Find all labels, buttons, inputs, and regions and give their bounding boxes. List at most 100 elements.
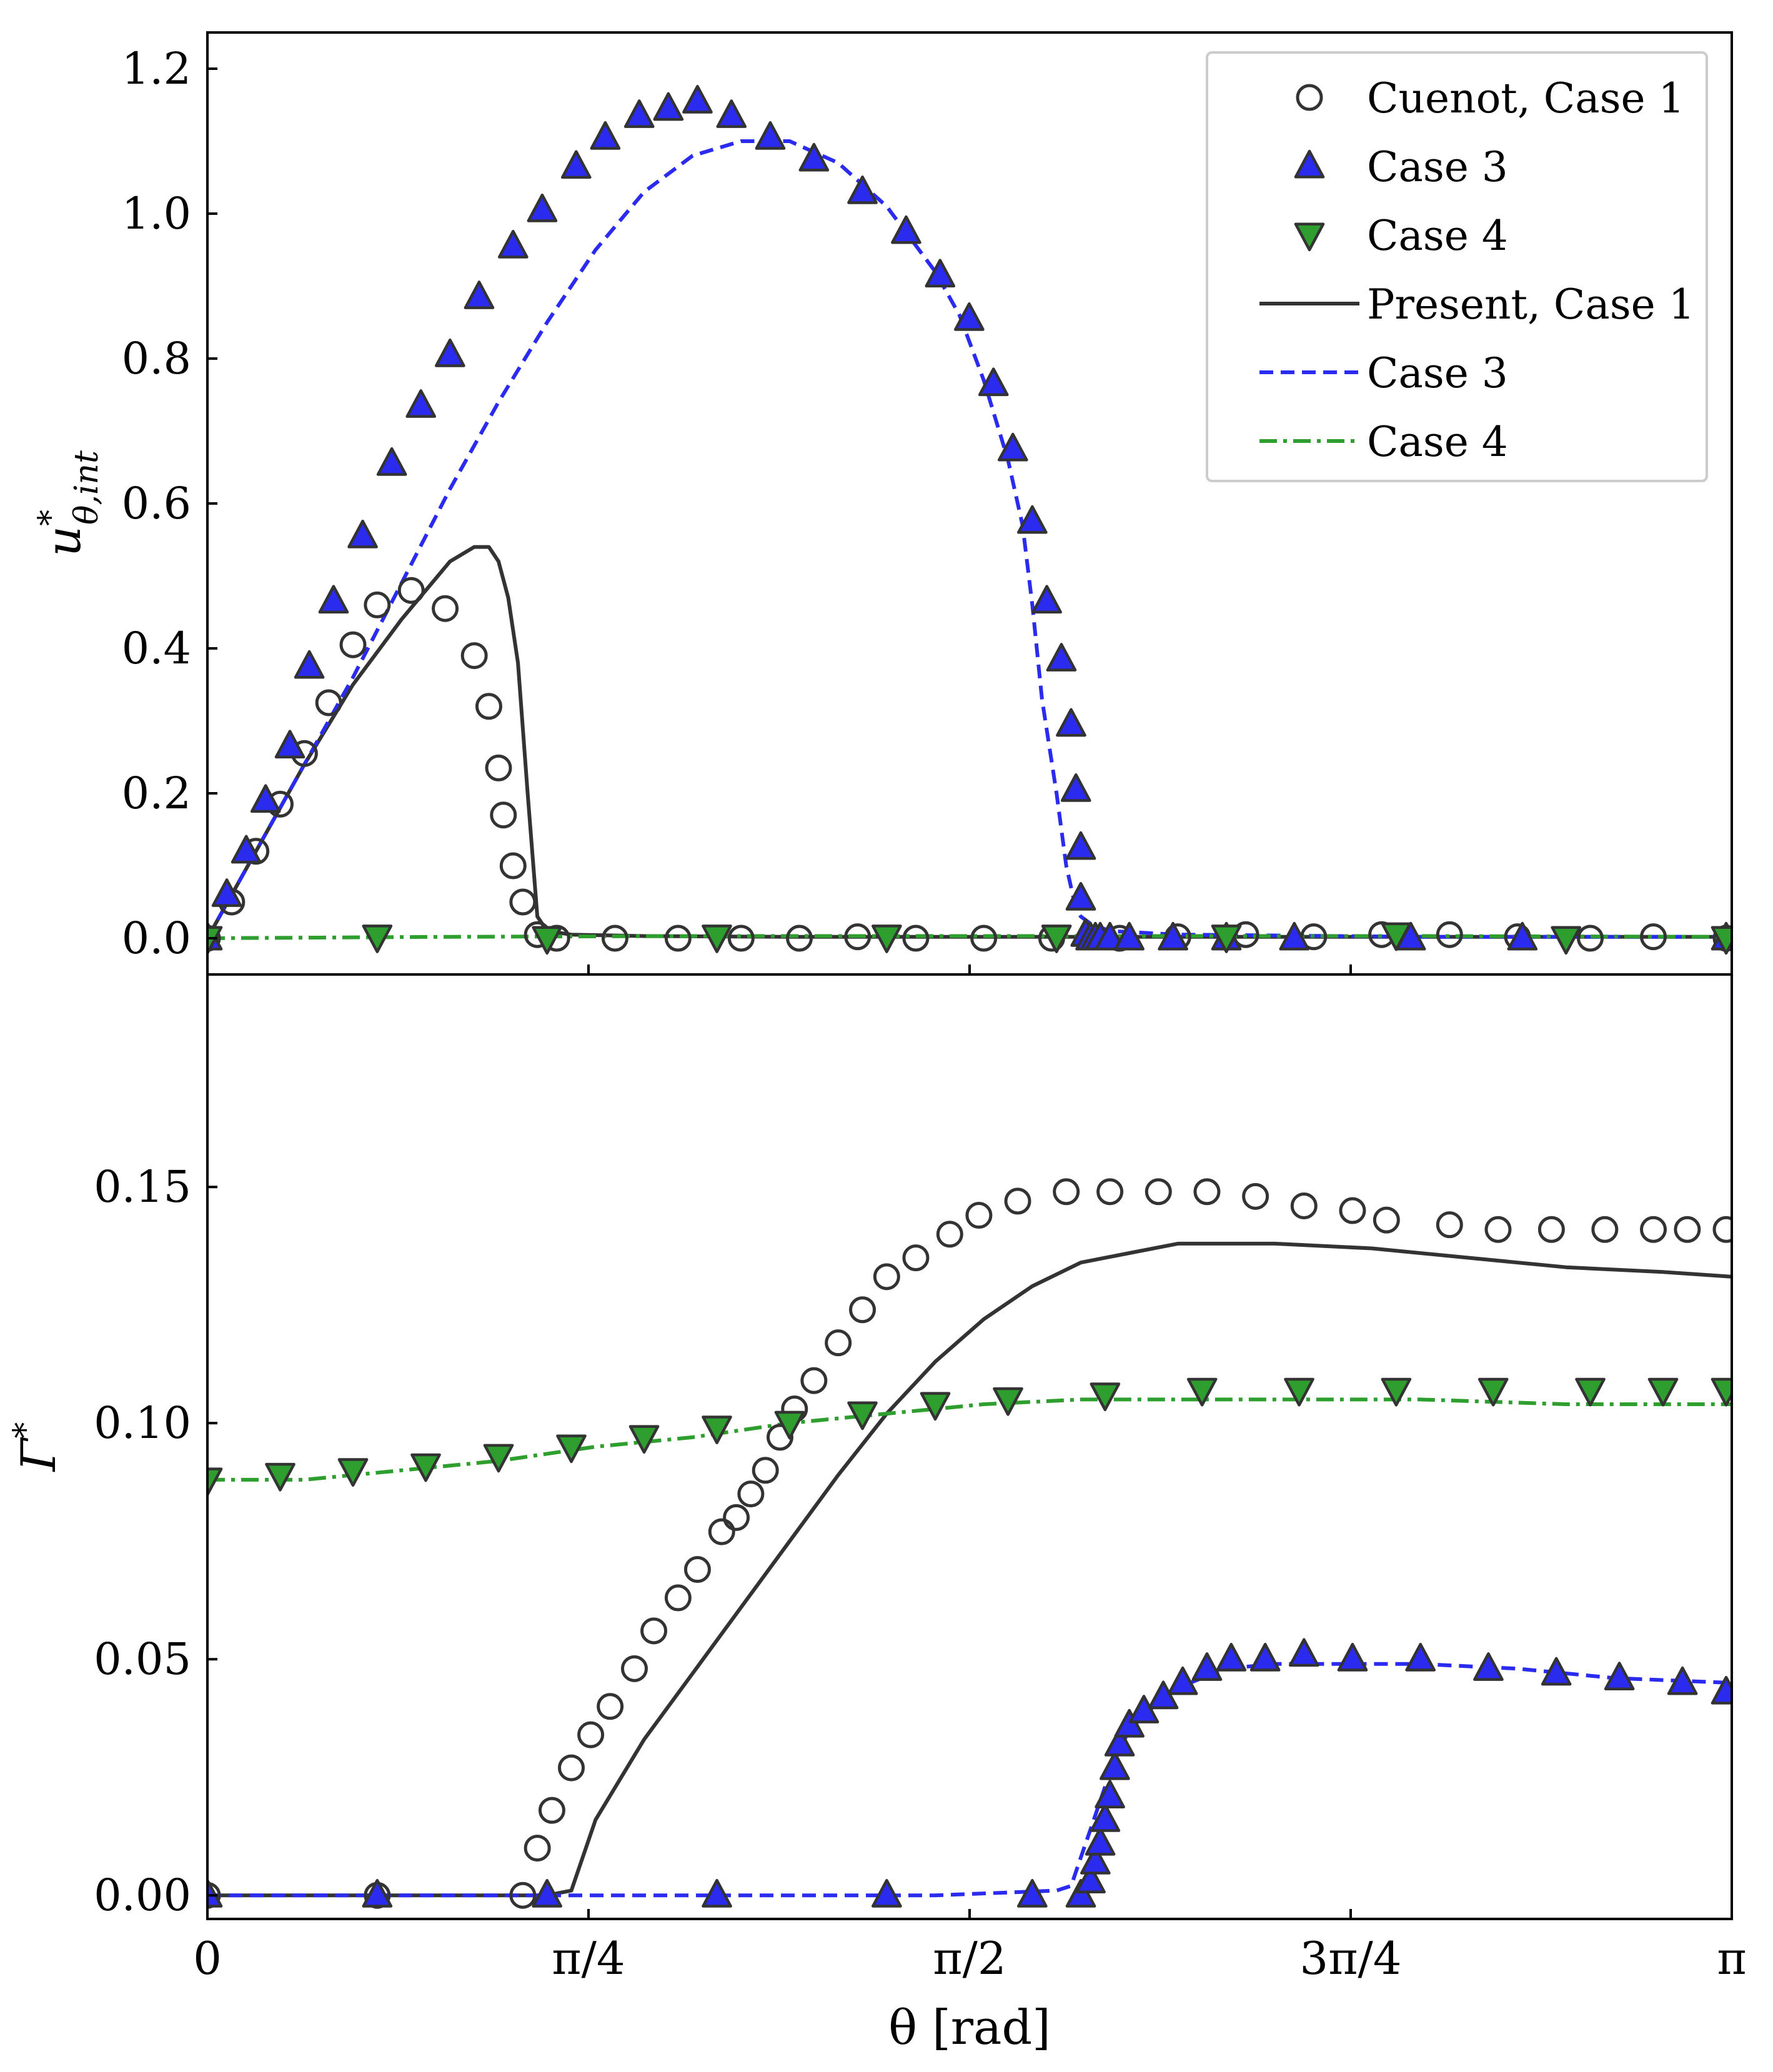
marker-triangle-up: [1507, 921, 1538, 951]
marker-circle: [1537, 1216, 1565, 1243]
marker-circle: [538, 1797, 565, 1824]
marker-triangle-up: [872, 1878, 902, 1908]
marker-triangle-up: [1031, 585, 1062, 614]
marker-circle: [1193, 1178, 1221, 1206]
marker-triangle-up: [527, 193, 558, 222]
marker-circle: [1639, 1216, 1667, 1243]
marker-circle: [577, 1721, 605, 1748]
marker-triangle-up: [997, 432, 1028, 462]
marker-triangle-up: [978, 367, 1009, 397]
marker-triangle-down: [1041, 924, 1072, 953]
marker-circle: [1712, 1216, 1732, 1243]
y-tick-label: 0.15: [94, 1161, 191, 1212]
marker-triangle-up: [1075, 1865, 1106, 1894]
marker-circle: [620, 1655, 648, 1682]
x-tick-label: π: [1717, 1932, 1746, 1985]
marker-triangle-up: [274, 730, 305, 759]
marker-triangle-down: [1284, 1377, 1314, 1407]
marker-circle: [460, 642, 488, 670]
marker-triangle-up: [891, 215, 921, 244]
marker-circle: [965, 1202, 993, 1229]
marker-circle: [844, 923, 872, 951]
marker-triangle-up: [1060, 773, 1091, 802]
y-axis-label: u*θ,int: [32, 450, 106, 557]
marker-triangle-up: [1046, 643, 1077, 672]
marker-triangle-up: [716, 99, 747, 128]
legend-label: Cuenot, Case 1: [1367, 74, 1685, 122]
marker-triangle-up: [1405, 1642, 1436, 1672]
marker-triangle-up: [590, 121, 621, 150]
marker-circle: [432, 595, 459, 622]
marker-triangle-down: [483, 1444, 514, 1473]
marker-triangle-down: [872, 924, 902, 953]
legend-label: Case 4: [1367, 418, 1508, 466]
series-markers-triangle-down: [207, 1377, 1732, 1497]
marker-circle: [485, 754, 512, 781]
y-tick-label: 0.4: [122, 623, 191, 674]
marker-circle: [601, 924, 628, 952]
marker-circle: [509, 888, 537, 916]
marker-circle: [1096, 1178, 1124, 1206]
x-tick-label: 0: [193, 1932, 222, 1985]
y-axis-label: Γ*: [7, 1422, 66, 1473]
marker-triangle-up: [1473, 1652, 1504, 1681]
marker-triangle-up: [532, 1878, 563, 1908]
marker-circle: [766, 1424, 793, 1451]
marker-triangle-up: [702, 1878, 732, 1908]
legend-marker-triangle-up: [1294, 149, 1325, 179]
marker-triangle-up: [954, 302, 985, 331]
marker-circle: [723, 1504, 750, 1531]
marker-triangle-down: [1711, 926, 1732, 955]
y-tick-label: 0.8: [122, 333, 191, 384]
marker-triangle-up: [376, 447, 407, 476]
marker-triangle-up: [405, 389, 437, 418]
marker-triangle-up: [497, 229, 529, 259]
marker-triangle-down: [1090, 1382, 1121, 1412]
y-tick-label: 0.0: [122, 913, 191, 964]
marker-triangle-down: [265, 1462, 296, 1492]
marker-triangle-down: [1478, 1377, 1509, 1407]
marker-circle: [902, 924, 930, 952]
series-line-dashed: [207, 139, 1731, 939]
marker-circle: [1639, 923, 1667, 951]
marker-triangle-down: [1381, 1377, 1412, 1407]
marker-triangle-up: [1711, 1675, 1732, 1705]
marker-triangle-up: [362, 1878, 393, 1908]
marker-circle: [397, 577, 425, 604]
marker-triangle-up: [755, 121, 786, 150]
marker-circle: [1339, 1197, 1366, 1224]
series-markers-triangle-down: [207, 922, 1732, 955]
marker-circle: [1436, 1211, 1463, 1239]
marker-triangle-up: [435, 338, 465, 367]
y-axis-label-sub: θ,int: [68, 450, 106, 525]
marker-circle: [558, 1754, 585, 1782]
marker-circle: [1484, 1216, 1512, 1243]
marker-circle: [786, 924, 813, 952]
y-tick-label: 0.10: [94, 1397, 191, 1449]
legend-label: Case 4: [1367, 212, 1508, 260]
legend-marker-triangle-down: [1294, 222, 1325, 252]
marker-circle: [524, 1835, 551, 1862]
marker-circle: [1053, 1178, 1080, 1206]
x-axis-label: θ [rad]: [888, 2000, 1051, 2055]
y-tick-label: 0.05: [94, 1633, 191, 1685]
marker-triangle-up: [1085, 1827, 1116, 1856]
marker-circle: [825, 1329, 852, 1357]
legend-label: Case 3: [1367, 143, 1508, 191]
marker-triangle-down: [1551, 926, 1582, 955]
marker-triangle-up: [231, 835, 262, 864]
marker-circle: [1436, 921, 1463, 948]
x-tick-label: π/4: [552, 1932, 625, 1985]
marker-circle: [1373, 1206, 1400, 1234]
marker-circle: [1145, 1178, 1172, 1206]
marker-triangle-down: [410, 1453, 441, 1482]
marker-triangle-up: [1158, 921, 1188, 951]
marker-circle: [207, 924, 221, 952]
marker-circle: [339, 631, 367, 658]
plot-area: [207, 1178, 1732, 1909]
marker-triangle-up: [207, 1878, 223, 1908]
marker-triangle-down: [207, 1467, 223, 1497]
marker-triangle-up: [1100, 1751, 1130, 1780]
marker-triangle-down: [207, 926, 223, 955]
